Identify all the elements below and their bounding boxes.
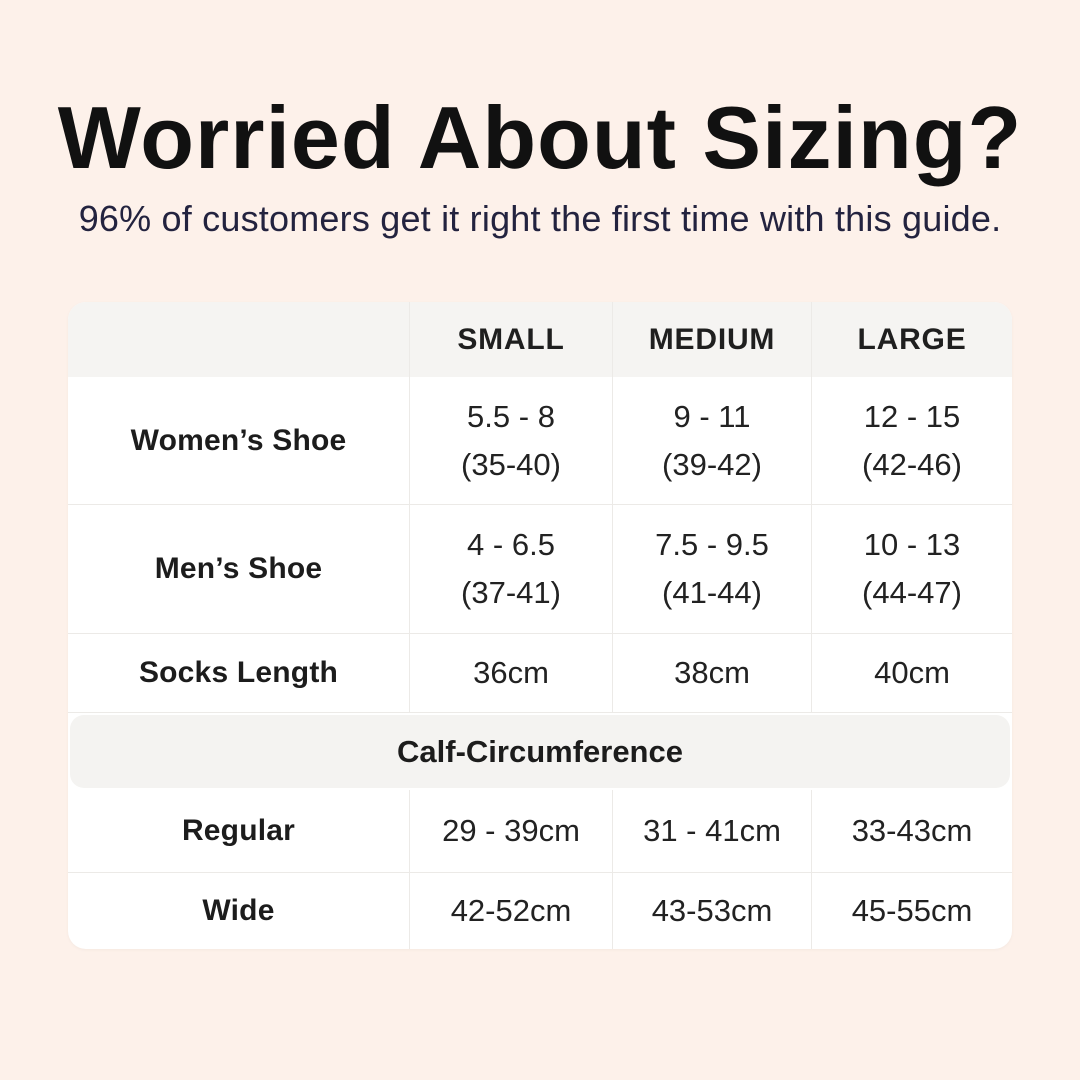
cell-socks-small: 36cm — [410, 634, 613, 713]
cell-wide-large: 45-55cm — [851, 893, 973, 929]
table-row-mens-shoe: Men’s Shoe 4 - 6.5 (37-41) 7.5 - 9.5 (41… — [68, 505, 1012, 635]
row-label-womens-shoe: Women’s Shoe — [68, 377, 410, 505]
size-table-header-row: SMALL MEDIUM LARGE — [68, 302, 1012, 378]
table-row-regular: Regular 29 - 39cm 31 - 41cm 33-43cm — [68, 790, 1012, 874]
cell-value-line: 12 - 15 — [863, 398, 961, 434]
cell-value-line: 9 - 11 — [673, 398, 751, 434]
cell-regular-medium: 31 - 41cm — [613, 790, 812, 873]
table-section-calf-circumference: Calf-Circumference — [68, 713, 1012, 790]
cell-regular-large: 33-43cm — [851, 813, 973, 849]
table-row-socks-length: Socks Length 36cm 38cm 40cm — [68, 634, 1012, 714]
row-label-regular: Regular — [68, 790, 410, 873]
cell-value-line: (39-42) — [662, 446, 762, 482]
cell-value-line: 10 - 13 — [863, 527, 961, 563]
cell-mens-large: 10 - 13 (44-47) — [812, 505, 1012, 633]
cell-value-line: 4 - 6.5 — [467, 527, 555, 563]
page-subtitle: 96% of customers get it right the first … — [78, 198, 1002, 240]
cell-mens-medium: 7.5 - 9.5 (41-44) — [613, 505, 812, 634]
row-label-mens-shoe: Men’s Shoe — [68, 505, 410, 634]
cell-wide-medium: 43-53cm — [613, 873, 812, 950]
cell-value-line: 7.5 - 9.5 — [655, 527, 769, 563]
section-label: Calf-Circumference — [397, 733, 683, 769]
cell-womens-small: 5.5 - 8 (35-40) — [410, 377, 613, 505]
page-title: Worried About Sizing? — [57, 88, 1023, 187]
cell-mens-small: 4 - 6.5 (37-41) — [410, 505, 613, 634]
cell-wide-small: 42-52cm — [410, 873, 613, 950]
header-cell-empty — [68, 302, 410, 378]
cell-regular-small: 29 - 39cm — [410, 790, 613, 873]
calf-circumference-band: Calf-Circumference — [70, 715, 1010, 789]
cell-value-line: (37-41) — [461, 575, 561, 611]
table-row-womens-shoe: Women’s Shoe 5.5 - 8 (35-40) 9 - 11 (39-… — [68, 377, 1012, 506]
cell-womens-large: 12 - 15 (42-46) — [812, 377, 1012, 504]
cell-socks-large: 40cm — [874, 655, 950, 691]
size-table: SMALL MEDIUM LARGE Women’s Shoe 5.5 - 8 … — [68, 302, 1012, 950]
header-cell-large: LARGE — [857, 322, 967, 356]
header-cell-medium: MEDIUM — [613, 302, 812, 378]
header: Worried About Sizing? 96% of customers g… — [0, 0, 1080, 240]
header-cell-small: SMALL — [410, 302, 613, 378]
cell-socks-medium: 38cm — [613, 634, 812, 713]
cell-value-line: (44-47) — [862, 575, 962, 611]
row-label-wide: Wide — [68, 873, 410, 950]
table-row-wide: Wide 42-52cm 43-53cm 45-55cm — [68, 873, 1012, 950]
cell-womens-medium: 9 - 11 (39-42) — [613, 377, 812, 505]
cell-value-line: (41-44) — [662, 575, 762, 611]
cell-value-line: 5.5 - 8 — [467, 398, 555, 434]
cell-value-line: (42-46) — [862, 446, 962, 482]
row-label-socks-length: Socks Length — [68, 634, 410, 713]
cell-value-line: (35-40) — [461, 446, 561, 482]
